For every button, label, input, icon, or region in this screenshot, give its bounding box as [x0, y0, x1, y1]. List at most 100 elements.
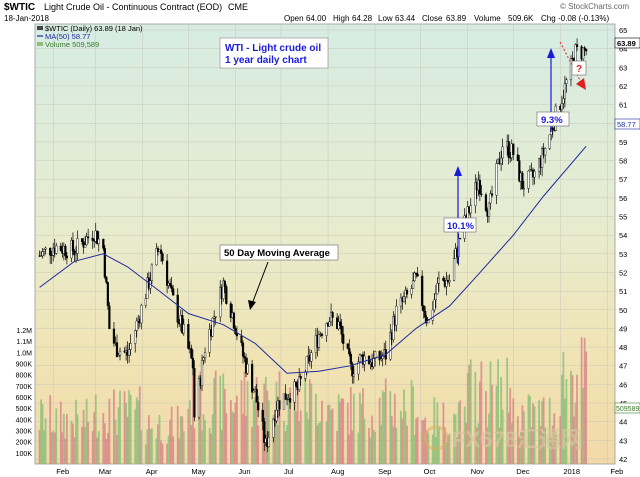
candle-body: [144, 298, 147, 306]
volume-bar: [469, 359, 472, 464]
plot-area: [34, 23, 616, 465]
volume-bar: [304, 372, 307, 464]
volume-bar: [223, 388, 226, 464]
candle-body: [225, 286, 228, 304]
volume-tick-label: 200K: [16, 440, 33, 447]
volume-bar: [516, 416, 519, 464]
candle-body: [416, 273, 419, 277]
candle-body: [583, 47, 586, 50]
volume-bar: [491, 384, 493, 464]
chart-legend: $WTIC (Daily) 63.89 (18 Jan) MA(50) 58.7…: [37, 24, 143, 49]
candle-body: [410, 288, 413, 295]
candle-body: [522, 188, 526, 190]
volume-bar: [76, 414, 79, 464]
volume-bar: [553, 413, 556, 464]
volume-bar: [474, 371, 477, 464]
y-tick-label: 65: [619, 26, 627, 35]
volume-bar: [138, 386, 141, 464]
volume-bar: [179, 416, 182, 464]
volume-bar: [307, 419, 310, 464]
candle-body: [358, 354, 362, 363]
candle-body: [565, 79, 568, 84]
volume-bar: [266, 390, 269, 464]
candle-body: [74, 253, 78, 256]
candle-body: [541, 148, 544, 168]
candle-body: [310, 352, 313, 362]
open-value: 64.00: [306, 14, 327, 23]
candle-body: [331, 312, 334, 318]
volume-bar: [50, 432, 53, 464]
candle-body: [340, 325, 343, 335]
close-label: Close: [422, 14, 443, 23]
volume-bar: [243, 371, 246, 464]
volume-bar: [126, 416, 129, 464]
volume-tick-label: 900K: [16, 362, 33, 369]
volume-bar: [201, 430, 203, 464]
volume-bar: [172, 436, 175, 464]
volume-bar: [137, 400, 140, 464]
volume-bar: [488, 413, 490, 464]
x-tick-label: Mar: [99, 467, 112, 476]
x-tick-label: Dec: [516, 467, 530, 476]
candle-body: [395, 305, 398, 326]
volume-bar: [242, 413, 244, 464]
title-annotation-line1: WTI - Light crude oil: [225, 43, 321, 54]
volume-bar: [64, 438, 67, 464]
volume-bar: [192, 375, 194, 464]
volume-bar: [170, 406, 173, 464]
candle-body: [49, 247, 52, 256]
candle-body: [165, 260, 169, 286]
volume-bar: [193, 428, 196, 464]
candle-body: [489, 193, 492, 204]
volume-bar: [85, 398, 88, 464]
volume-bar: [190, 424, 193, 464]
volume-bar: [403, 389, 405, 464]
watermark-logo-icon: [423, 425, 449, 451]
x-tick-label: Oct: [424, 467, 437, 476]
high-value: 64.28: [352, 14, 373, 23]
volume-bar: [459, 400, 462, 464]
volume-bar: [257, 425, 260, 464]
candle-body: [585, 49, 588, 52]
volume-bar: [457, 402, 460, 464]
volume-bar: [305, 412, 308, 464]
candle-body: [490, 193, 494, 196]
candle-body: [402, 296, 406, 302]
volume-bar: [65, 414, 68, 464]
volume-bar: [412, 386, 414, 464]
volume-bar: [299, 410, 302, 464]
volume-bar: [75, 399, 77, 464]
volume-bar: [542, 397, 545, 464]
ma50-line: [39, 145, 587, 374]
volume-bar: [61, 432, 64, 464]
candle-body: [106, 282, 109, 307]
x-tick-label: Jul: [284, 467, 294, 476]
legend-price: $WTIC (Daily) 63.89 (18 Jan): [45, 24, 143, 33]
volume-bar: [573, 416, 575, 464]
volume-bar: [140, 429, 143, 464]
volume-bar: [369, 437, 372, 464]
candle-body: [91, 237, 94, 241]
volume-bar: [570, 370, 572, 464]
volume-bar: [348, 434, 351, 464]
volume-bar: [523, 411, 525, 464]
volume-bar: [351, 430, 354, 464]
volume-bar: [125, 402, 127, 464]
volume-bar: [91, 431, 94, 464]
volume-bar: [214, 370, 217, 464]
candle-body: [474, 182, 477, 206]
candle-body: [105, 277, 108, 283]
y-tick-label: 43: [619, 436, 627, 445]
candle-body: [548, 134, 551, 149]
candle-body: [518, 160, 521, 182]
ma-annotation-arrow-line: [251, 261, 269, 305]
high-label: High: [333, 14, 349, 23]
volume-bar: [346, 402, 349, 464]
candle-body: [413, 272, 416, 281]
volume-bar: [298, 421, 301, 464]
volume-bar: [336, 430, 339, 464]
volume-bar: [295, 411, 298, 464]
candle-body: [214, 316, 217, 318]
candle-body: [352, 373, 355, 377]
volume-bar: [325, 421, 328, 464]
